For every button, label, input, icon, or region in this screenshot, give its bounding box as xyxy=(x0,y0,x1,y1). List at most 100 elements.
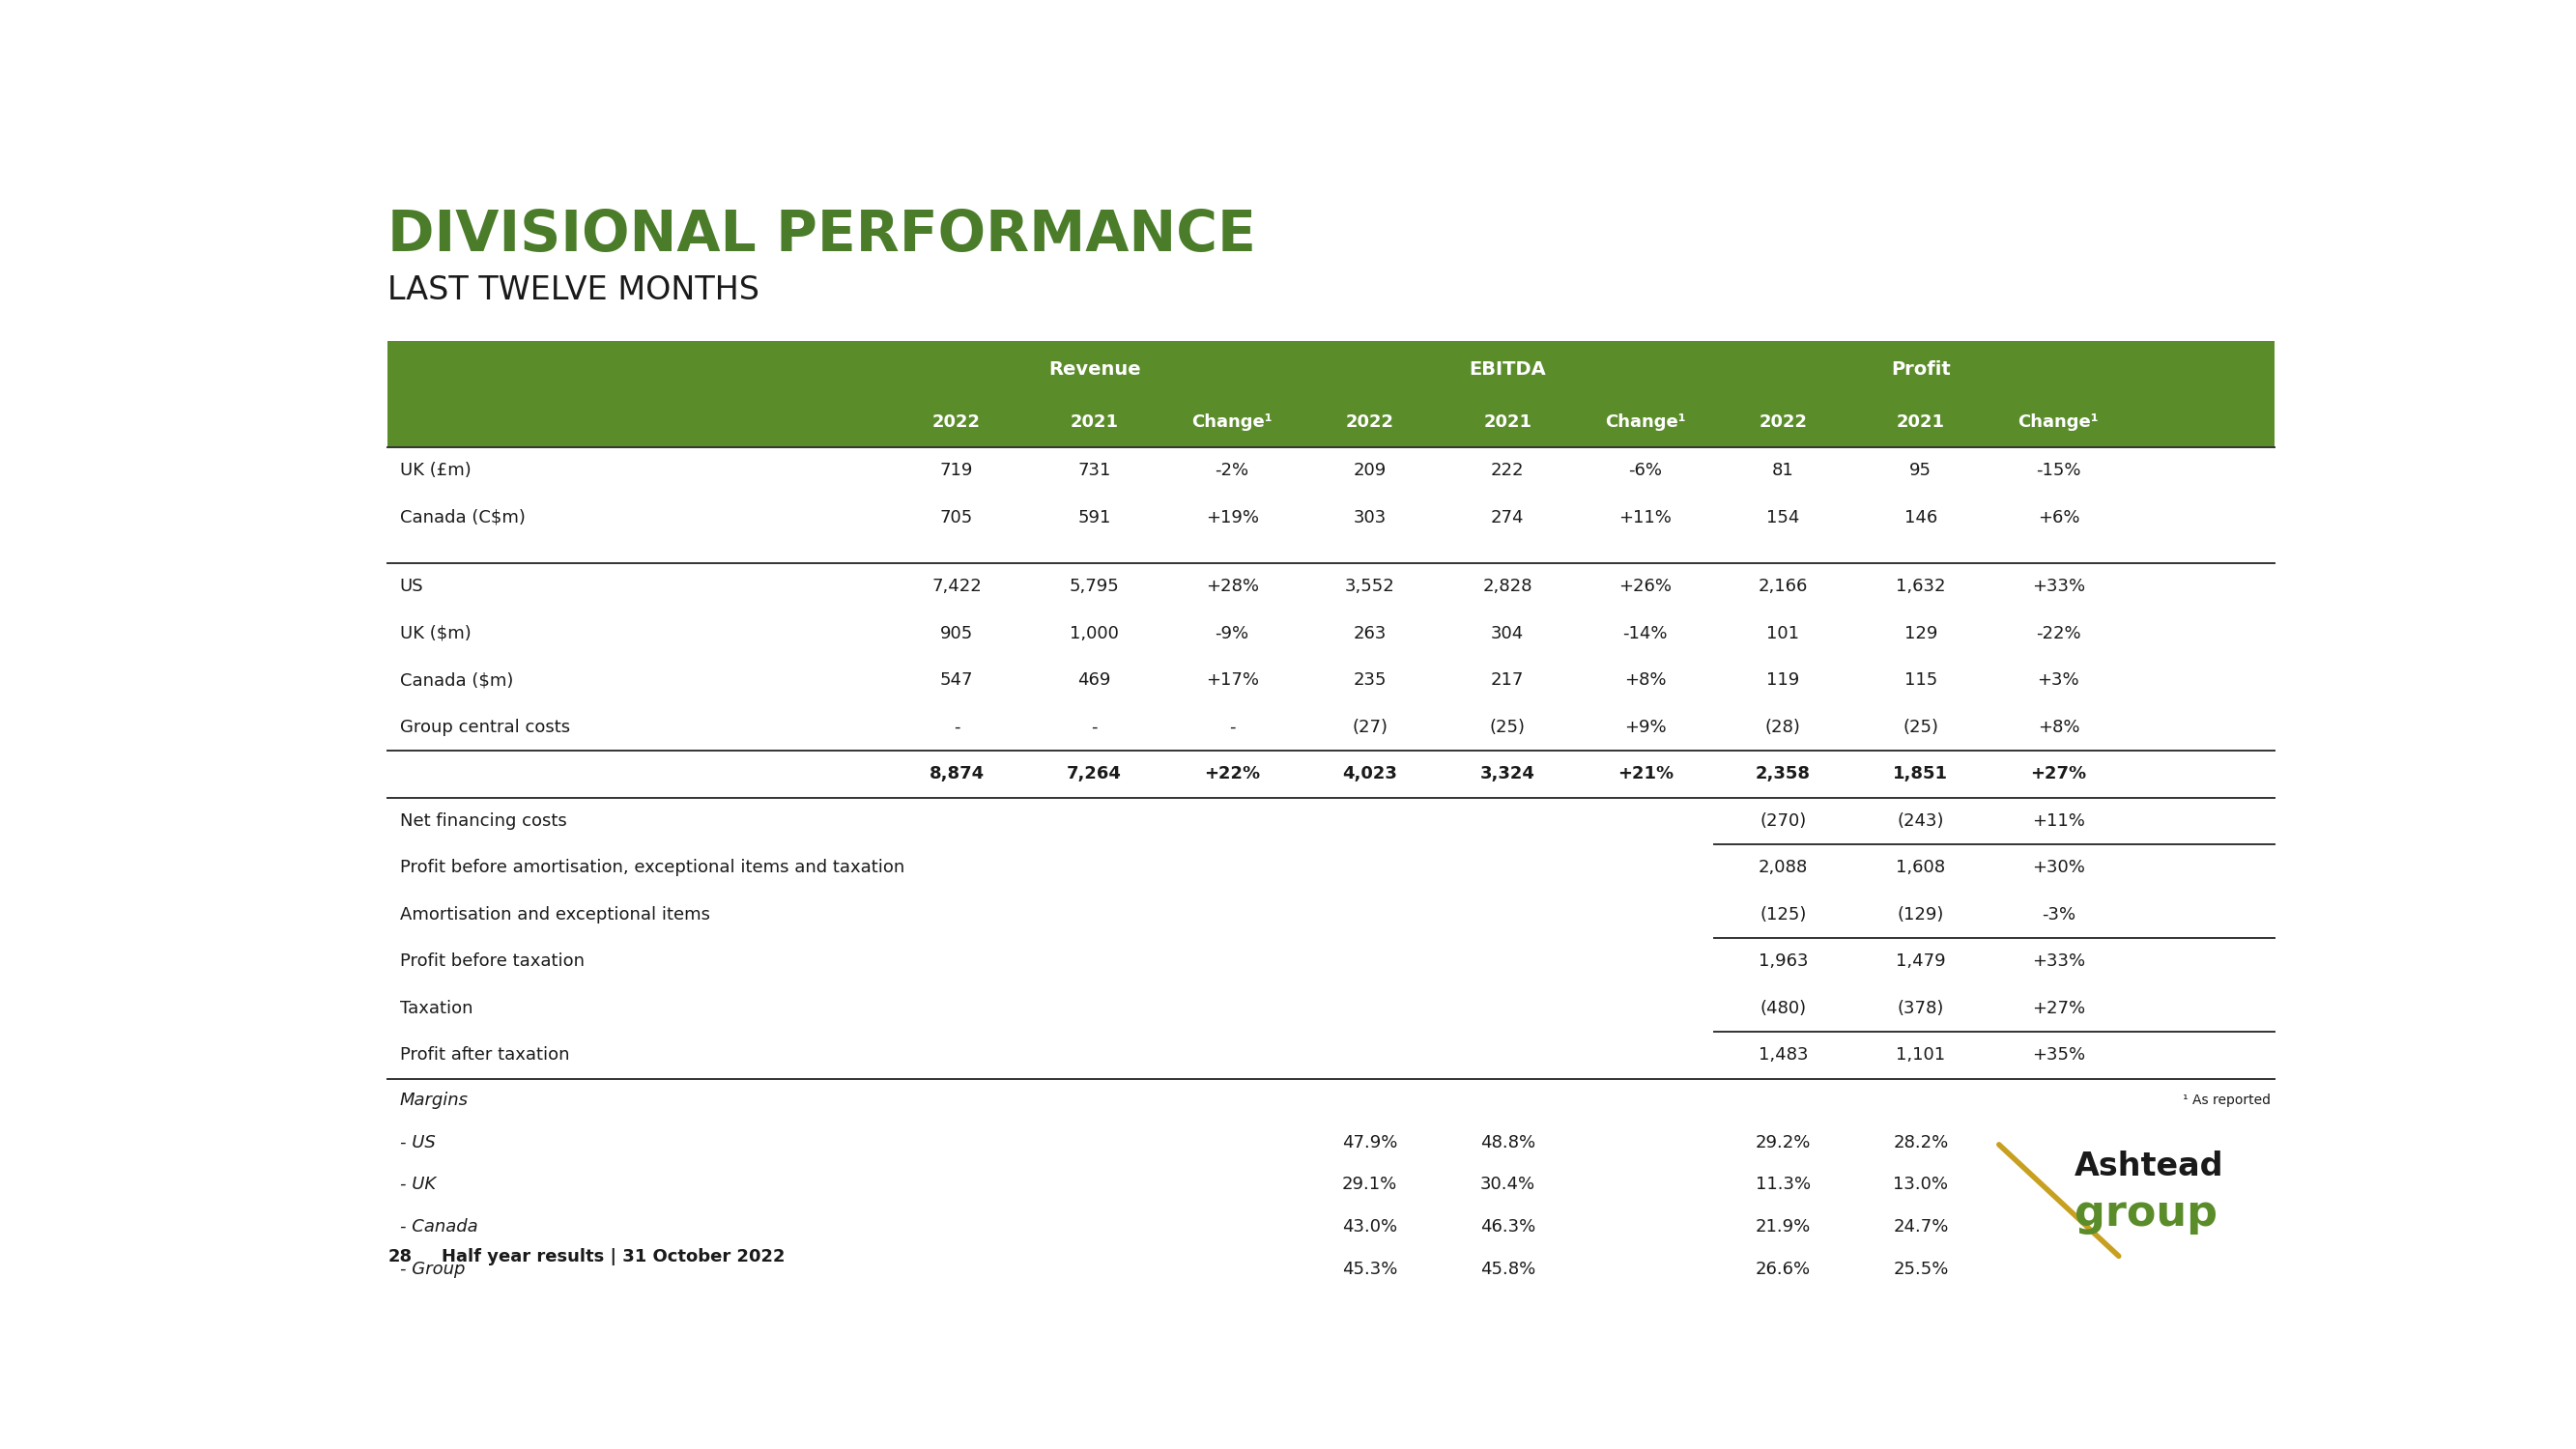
Text: (25): (25) xyxy=(1489,719,1525,736)
Text: Taxation: Taxation xyxy=(399,1000,474,1017)
Bar xyxy=(389,397,2275,448)
Text: -14%: -14% xyxy=(1623,625,1667,642)
Text: ¹ As reported: ¹ As reported xyxy=(2182,1093,2269,1107)
Text: 115: 115 xyxy=(1904,672,1937,690)
Text: -: - xyxy=(1229,719,1236,736)
Text: 25.5%: 25.5% xyxy=(1893,1261,1947,1278)
Text: 2021: 2021 xyxy=(1896,413,1945,430)
Text: 235: 235 xyxy=(1352,672,1386,690)
Text: 547: 547 xyxy=(940,672,974,690)
Text: Ashtead: Ashtead xyxy=(2074,1151,2223,1182)
Text: (129): (129) xyxy=(1899,906,1945,923)
Text: +21%: +21% xyxy=(1618,765,1674,782)
Text: +8%: +8% xyxy=(2038,719,2079,736)
Text: 1,608: 1,608 xyxy=(1896,859,1945,877)
Text: +27%: +27% xyxy=(2032,1000,2084,1017)
Text: Change¹: Change¹ xyxy=(2017,413,2099,430)
Text: 43.0%: 43.0% xyxy=(1342,1219,1396,1236)
Text: Profit: Profit xyxy=(1891,359,1950,378)
Text: +27%: +27% xyxy=(2030,765,2087,782)
Text: +30%: +30% xyxy=(2032,859,2084,877)
Text: - UK: - UK xyxy=(399,1177,435,1194)
Text: -22%: -22% xyxy=(2035,625,2081,642)
Text: 591: 591 xyxy=(1077,509,1110,526)
Text: -3%: -3% xyxy=(2043,906,2076,923)
Text: group: group xyxy=(2074,1193,2218,1235)
Text: -15%: -15% xyxy=(2035,462,2081,480)
Text: Profit after taxation: Profit after taxation xyxy=(399,1046,569,1064)
Text: +3%: +3% xyxy=(2038,672,2079,690)
Text: 2022: 2022 xyxy=(1759,413,1808,430)
Text: (480): (480) xyxy=(1759,1000,1806,1017)
Text: 81: 81 xyxy=(1772,462,1793,480)
Text: 7,422: 7,422 xyxy=(933,578,981,596)
Text: +28%: +28% xyxy=(1206,578,1260,596)
Text: 2,088: 2,088 xyxy=(1759,859,1808,877)
Text: 3,552: 3,552 xyxy=(1345,578,1394,596)
Text: Revenue: Revenue xyxy=(1048,359,1141,378)
Text: Canada ($m): Canada ($m) xyxy=(399,672,513,690)
Text: Profit before amortisation, exceptional items and taxation: Profit before amortisation, exceptional … xyxy=(399,859,904,877)
Text: 13.0%: 13.0% xyxy=(1893,1177,1947,1194)
Text: LAST TWELVE MONTHS: LAST TWELVE MONTHS xyxy=(389,274,760,306)
Text: +35%: +35% xyxy=(2032,1046,2084,1064)
Text: 5,795: 5,795 xyxy=(1069,578,1121,596)
Text: 46.3%: 46.3% xyxy=(1481,1219,1535,1236)
Text: Margins: Margins xyxy=(399,1091,469,1108)
Text: US: US xyxy=(399,578,422,596)
Text: 2,828: 2,828 xyxy=(1484,578,1533,596)
Text: 705: 705 xyxy=(940,509,974,526)
Text: 24.7%: 24.7% xyxy=(1893,1219,1947,1236)
Text: (378): (378) xyxy=(1899,1000,1945,1017)
Text: DIVISIONAL PERFORMANCE: DIVISIONAL PERFORMANCE xyxy=(389,207,1257,262)
Text: 1,000: 1,000 xyxy=(1069,625,1118,642)
Text: 7,264: 7,264 xyxy=(1066,765,1123,782)
Text: Canada (C$m): Canada (C$m) xyxy=(399,509,526,526)
Text: +19%: +19% xyxy=(1206,509,1260,526)
Text: 45.8%: 45.8% xyxy=(1481,1261,1535,1278)
Text: -: - xyxy=(1092,719,1097,736)
Text: 4,023: 4,023 xyxy=(1342,765,1396,782)
Text: 1,479: 1,479 xyxy=(1896,953,1945,971)
Text: 217: 217 xyxy=(1492,672,1525,690)
Text: +11%: +11% xyxy=(2032,813,2084,830)
Text: 209: 209 xyxy=(1352,462,1386,480)
Text: 2021: 2021 xyxy=(1484,413,1533,430)
Text: +22%: +22% xyxy=(1203,765,1260,782)
Text: 222: 222 xyxy=(1492,462,1525,480)
Text: 119: 119 xyxy=(1767,672,1801,690)
Text: 29.2%: 29.2% xyxy=(1754,1133,1811,1151)
Text: UK (£m): UK (£m) xyxy=(399,462,471,480)
Text: 303: 303 xyxy=(1352,509,1386,526)
Text: +33%: +33% xyxy=(2032,953,2084,971)
Text: Change¹: Change¹ xyxy=(1193,413,1273,430)
Text: (28): (28) xyxy=(1765,719,1801,736)
Text: -: - xyxy=(953,719,961,736)
Text: 26.6%: 26.6% xyxy=(1754,1261,1811,1278)
Text: - Canada: - Canada xyxy=(399,1219,477,1236)
Text: +33%: +33% xyxy=(2032,578,2084,596)
Text: +11%: +11% xyxy=(1618,509,1672,526)
Text: 28.2%: 28.2% xyxy=(1893,1133,1947,1151)
Text: +6%: +6% xyxy=(2038,509,2079,526)
Text: 129: 129 xyxy=(1904,625,1937,642)
Text: 101: 101 xyxy=(1767,625,1801,642)
Text: (270): (270) xyxy=(1759,813,1806,830)
Text: 731: 731 xyxy=(1077,462,1110,480)
Text: 2,166: 2,166 xyxy=(1759,578,1808,596)
Text: 47.9%: 47.9% xyxy=(1342,1133,1399,1151)
Text: 1,101: 1,101 xyxy=(1896,1046,1945,1064)
Text: 274: 274 xyxy=(1492,509,1525,526)
Text: 8,874: 8,874 xyxy=(930,765,984,782)
Text: 95: 95 xyxy=(1909,462,1932,480)
Text: (243): (243) xyxy=(1899,813,1945,830)
Text: 48.8%: 48.8% xyxy=(1481,1133,1535,1151)
Text: (25): (25) xyxy=(1904,719,1940,736)
Text: 2,358: 2,358 xyxy=(1754,765,1811,782)
Text: 2021: 2021 xyxy=(1069,413,1118,430)
Text: 469: 469 xyxy=(1077,672,1110,690)
Text: 45.3%: 45.3% xyxy=(1342,1261,1399,1278)
Text: 1,483: 1,483 xyxy=(1759,1046,1808,1064)
Text: 719: 719 xyxy=(940,462,974,480)
Text: 29.1%: 29.1% xyxy=(1342,1177,1399,1194)
